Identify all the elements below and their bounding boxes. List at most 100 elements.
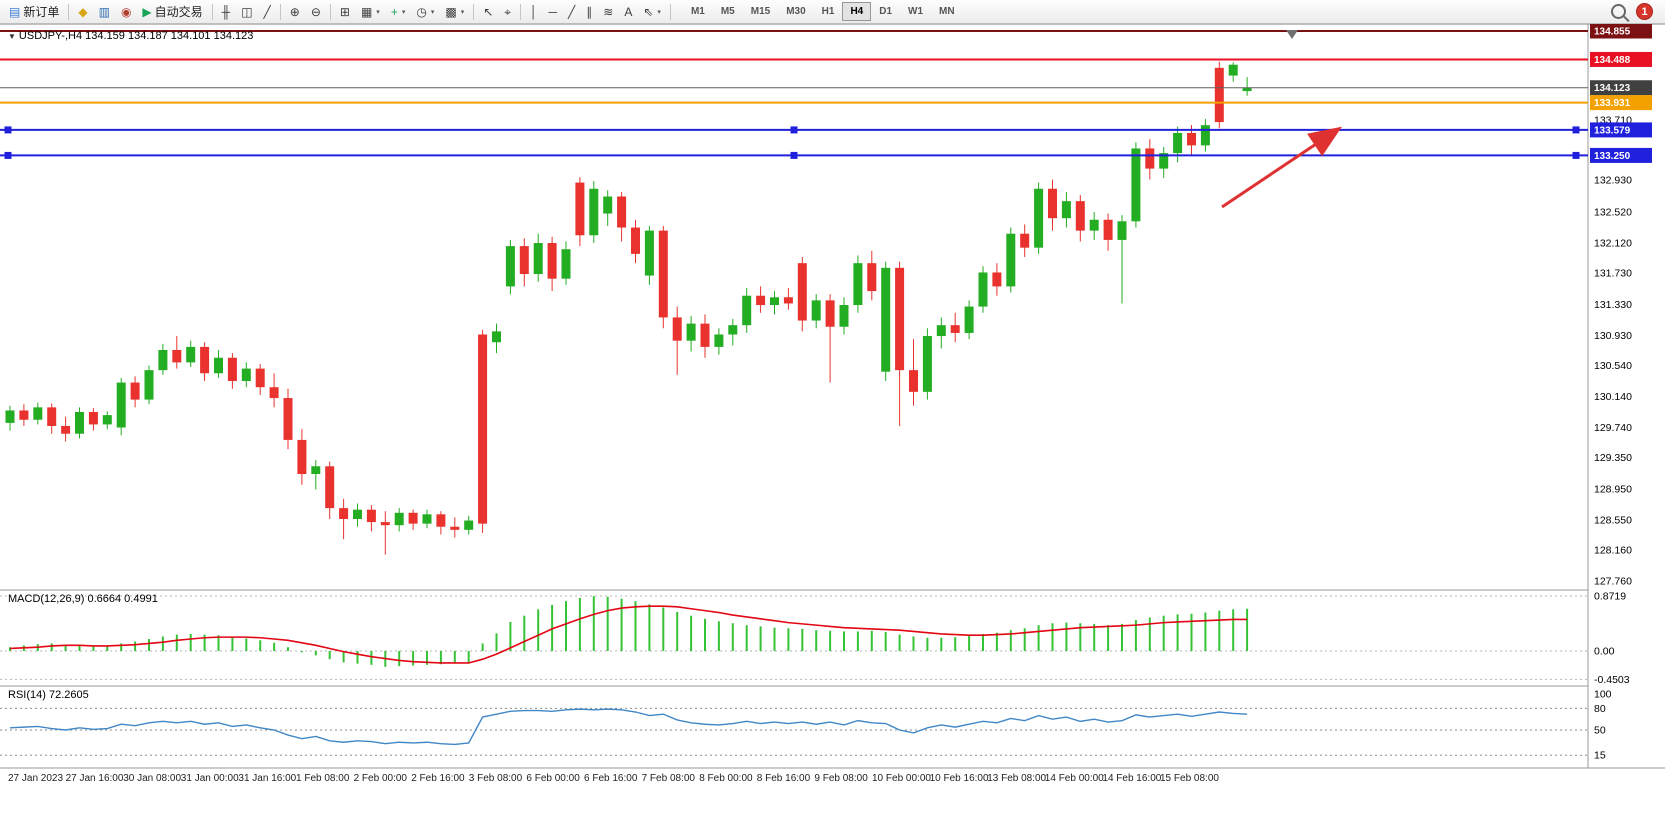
hline-handle[interactable] <box>4 151 12 159</box>
timeframe-mn[interactable]: MN <box>939 6 955 17</box>
toolbar: ▤ 新订单 ◆ ▥ ◉ ▶ 自动交易 ╫ ◫ ╱ ⊕ ⊖ ⊞ ▦ ▾ + ▾ ◷ ▾ ▩ ▾ ↖ ⌖ │ ─ ╱ ∥ ≋ A ⇖ ▾ M1 M… <box>0 0 1665 24</box>
timeframe-d1[interactable]: D1 <box>879 6 893 17</box>
svg-text:10 Feb 00:00: 10 Feb 00:00 <box>872 773 931 784</box>
price-chart-canvas[interactable]: 134.855134.488134.123133.931133.710133.5… <box>0 24 1665 838</box>
trendline-icon[interactable]: ╱ <box>563 0 580 23</box>
arrow-annotation[interactable] <box>1221 126 1342 209</box>
macd-histogram <box>9 596 1249 667</box>
svg-text:6 Feb 00:00: 6 Feb 00:00 <box>526 773 580 784</box>
svg-text:30 Jan 08:00: 30 Jan 08:00 <box>123 773 181 784</box>
dropdown-arrow-icon[interactable]: ▾ <box>376 8 380 16</box>
toolbar-separator <box>329 3 331 20</box>
svg-text:6 Feb 16:00: 6 Feb 16:00 <box>584 773 638 784</box>
toolbar-separator <box>473 3 475 20</box>
zoom-out-icon[interactable]: ⊖ <box>306 0 326 23</box>
svg-text:31 Jan 16:00: 31 Jan 16:00 <box>238 773 296 784</box>
line-chart-mode-icon[interactable]: ╱ <box>259 0 276 23</box>
time-axis: 27 Jan 2023 27 Jan 16:00 30 Jan 08:00 31 Ja… <box>8 773 1219 784</box>
dropdown-arrow-icon[interactable]: ▾ <box>657 8 661 16</box>
svg-text:2 Feb 16:00: 2 Feb 16:00 <box>411 773 465 784</box>
timeframe-h4[interactable]: H4 <box>842 2 872 21</box>
dropdown-arrow-icon[interactable]: ▾ <box>430 8 435 16</box>
chart-shift-marker[interactable] <box>1286 30 1298 39</box>
candlestick-mode-icon[interactable]: ◫ <box>236 0 257 23</box>
timeframe-switcher: M1 M5 M15 M30 H1 H4 D1 W1 MN <box>683 2 963 21</box>
cursor-icon[interactable]: ↖ <box>478 0 498 23</box>
vertical-line-icon[interactable]: │ <box>525 0 543 23</box>
svg-text:133.250: 133.250 <box>1594 151 1631 162</box>
hline-handle[interactable] <box>1572 151 1580 159</box>
templates-icon[interactable]: ▩ ▾ <box>440 0 469 23</box>
arrows-icon[interactable]: ⇖ ▾ <box>638 0 666 23</box>
tile-windows-icon: ⊞ <box>339 4 350 19</box>
chart-collapse-icon[interactable]: ▼ <box>8 32 16 41</box>
fibonacci-icon: ≋ <box>603 4 614 19</box>
channel-icon[interactable]: ∥ <box>581 0 597 23</box>
svg-text:27 Jan 2023: 27 Jan 2023 <box>8 773 63 784</box>
line-chart-mode-icon: ╱ <box>263 4 271 19</box>
svg-text:132.520: 132.520 <box>1594 207 1632 219</box>
candlesticks <box>5 61 1252 555</box>
svg-text:100: 100 <box>1594 689 1612 701</box>
symbol-header: ▼ USDJPY-,H4 134.159 134.187 134.101 134.… <box>8 30 253 42</box>
svg-text:10 Feb 16:00: 10 Feb 16:00 <box>930 773 989 784</box>
macd-label: MACD(12,26,9) 0.6664 0.4991 <box>8 593 158 605</box>
svg-text:131.330: 131.330 <box>1594 299 1632 311</box>
timeframe-m5[interactable]: M5 <box>720 6 735 17</box>
svg-text:-0.4503: -0.4503 <box>1594 674 1630 686</box>
svg-text:0.8719: 0.8719 <box>1594 591 1626 603</box>
notification-badge[interactable]: 1 <box>1636 3 1653 20</box>
macd-signal-line <box>9 605 1248 664</box>
horizontal-line-icon[interactable]: ─ <box>544 0 563 23</box>
svg-text:14 Feb 16:00: 14 Feb 16:00 <box>1102 773 1161 784</box>
arrows-icon: ⇖ <box>643 4 654 19</box>
svg-text:13 Feb 08:00: 13 Feb 08:00 <box>987 773 1046 784</box>
arrange-windows-icon: ▦ <box>360 4 373 19</box>
arrange-windows-icon[interactable]: ▦ ▾ <box>356 0 385 23</box>
market-watch-icon: ◆ <box>78 4 88 19</box>
candlestick-mode-icon: ◫ <box>241 4 253 19</box>
tile-windows-icon[interactable]: ⊞ <box>335 0 355 23</box>
svg-text:134.123: 134.123 <box>1594 83 1631 94</box>
price-tag <box>1590 24 1652 39</box>
new-order-button[interactable]: ▤ 新订单 <box>4 0 64 23</box>
hline-handle[interactable] <box>790 151 798 159</box>
svg-text:132.120: 132.120 <box>1594 238 1632 250</box>
market-watch-icon[interactable]: ◆ <box>73 0 92 23</box>
search-icon[interactable] <box>1611 4 1626 19</box>
autotrading-button[interactable]: ▶ 自动交易 <box>137 0 207 23</box>
crosshair-icon[interactable]: ⌖ <box>499 0 516 23</box>
price-tag <box>1590 147 1652 163</box>
price-tag <box>1590 51 1652 67</box>
svg-text:31 Jan 00:00: 31 Jan 00:00 <box>181 773 239 784</box>
crosshair-icon: ⌖ <box>504 4 512 19</box>
svg-text:130.540: 130.540 <box>1594 360 1632 372</box>
svg-text:130.930: 130.930 <box>1594 330 1632 342</box>
timeframe-m30[interactable]: M30 <box>786 6 806 17</box>
web-community-icon[interactable]: ◉ <box>116 0 136 23</box>
web-community-icon: ◉ <box>120 4 132 19</box>
timeframe-h1[interactable]: H1 <box>821 6 835 17</box>
periods-icon[interactable]: ◷ ▾ <box>411 0 439 23</box>
timeframe-w1[interactable]: W1 <box>908 6 924 17</box>
svg-text:131.730: 131.730 <box>1594 268 1632 280</box>
periods-icon: ◷ <box>416 4 427 19</box>
dropdown-arrow-icon[interactable]: ▾ <box>401 8 406 16</box>
timeframe-m1[interactable]: M1 <box>690 6 705 17</box>
hline-handle[interactable] <box>4 126 12 134</box>
timeframe-m15[interactable]: M15 <box>750 6 771 17</box>
svg-text:15 Feb 08:00: 15 Feb 08:00 <box>1160 773 1219 784</box>
svg-text:14 Feb 00:00: 14 Feb 00:00 <box>1045 773 1104 784</box>
hline-handle[interactable] <box>790 126 798 134</box>
zoom-in-icon[interactable]: ⊕ <box>285 0 305 23</box>
dropdown-arrow-icon[interactable]: ▾ <box>460 8 465 16</box>
bar-chart-mode-icon[interactable]: ╫ <box>217 0 236 23</box>
add-indicator-icon[interactable]: + ▾ <box>386 0 411 23</box>
text-label-icon[interactable]: A <box>619 0 637 23</box>
svg-text:133.931: 133.931 <box>1594 98 1631 109</box>
fibonacci-icon[interactable]: ≋ <box>598 0 618 23</box>
svg-text:134.855: 134.855 <box>1594 27 1631 38</box>
data-window-icon[interactable]: ▥ <box>94 0 115 23</box>
toolbar-separator <box>68 3 70 20</box>
hline-handle[interactable] <box>1572 126 1580 134</box>
